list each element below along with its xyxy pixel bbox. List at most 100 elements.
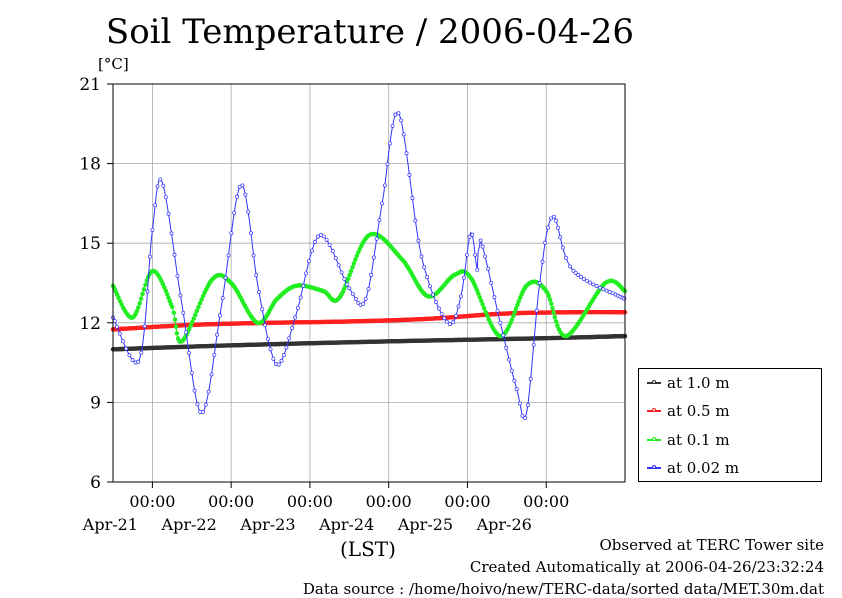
- data-point: [484, 313, 490, 318]
- data-point: [483, 309, 488, 315]
- data-point: [191, 316, 196, 321]
- data-point: [304, 271, 308, 276]
- data-point: [339, 270, 344, 275]
- data-point: [229, 231, 234, 236]
- data-point: [246, 209, 251, 214]
- x-tick-time-label: 00:00: [208, 492, 254, 511]
- data-point: [309, 248, 314, 253]
- data-point: [434, 300, 438, 304]
- data-point: [442, 316, 447, 321]
- data-point: [150, 227, 155, 232]
- data-point: [531, 342, 536, 347]
- data-point: [525, 403, 530, 407]
- data-point: [271, 356, 276, 361]
- data-point: [171, 310, 177, 315]
- data-point: [206, 389, 211, 394]
- x-tick-time-label: 00:00: [444, 492, 490, 511]
- data-point: [124, 346, 129, 351]
- axes: 6 9 12 15 18 21 00:00 Apr-21 00:00 Apr-22 00:00 Apr…: [79, 75, 569, 534]
- data-point: [556, 225, 560, 230]
- data-point: [451, 320, 456, 325]
- data-point: [158, 177, 163, 182]
- data-point: [374, 236, 379, 241]
- data-point: [483, 254, 488, 259]
- data-point: [223, 275, 228, 280]
- data-point: [436, 306, 441, 311]
- legend-item-1-0m: at 1.0 m: [647, 373, 730, 393]
- data-point: [350, 265, 355, 270]
- x-tick-date-label: Apr-26: [476, 515, 532, 534]
- legend-swatch-icon: [647, 437, 661, 441]
- x-tick-date-label: Apr-25: [397, 515, 453, 534]
- data-point: [324, 237, 329, 242]
- data-point: [215, 332, 220, 337]
- data-point: [478, 298, 484, 304]
- data-point: [172, 317, 178, 322]
- data-point: [193, 312, 198, 318]
- data-point: [369, 272, 374, 277]
- data-point: [192, 388, 197, 393]
- grid: [113, 84, 625, 482]
- data-point: [161, 183, 166, 188]
- data-point: [588, 280, 592, 285]
- data-point: [399, 118, 404, 123]
- data-point: [140, 291, 145, 297]
- data-point: [354, 253, 360, 259]
- data-point: [581, 276, 586, 281]
- data-point: [428, 284, 432, 289]
- legend-label: at 0.02 m: [667, 459, 740, 477]
- data-point: [145, 289, 150, 294]
- data-point: [513, 306, 519, 311]
- data-point: [382, 183, 387, 188]
- data-point: [458, 294, 463, 299]
- data-point: [470, 232, 475, 237]
- data-point: [313, 240, 317, 244]
- data-point: [153, 203, 158, 208]
- data-point: [552, 314, 558, 320]
- data-point: [555, 323, 560, 328]
- data-point: [298, 295, 303, 300]
- data-point: [509, 317, 515, 322]
- data-point: [543, 240, 548, 245]
- data-point: [169, 304, 175, 310]
- data-point: [249, 231, 253, 236]
- data-point: [243, 192, 248, 197]
- y-tick-label: 12: [79, 314, 101, 334]
- data-point: [138, 296, 144, 302]
- legend-label: at 1.0 m: [667, 374, 730, 392]
- data-point: [345, 276, 351, 281]
- data-point: [351, 261, 357, 266]
- data-point: [226, 253, 231, 258]
- y-tick-label: 15: [79, 234, 101, 254]
- x-tick-date-label: Apr-21: [82, 515, 138, 534]
- data-point: [425, 275, 430, 280]
- data-point: [139, 350, 144, 355]
- data-point: [257, 290, 261, 295]
- data-point: [549, 301, 554, 307]
- data-point: [512, 310, 517, 315]
- data-point: [155, 184, 160, 189]
- legend-item-0-02m: at 0.02 m: [647, 458, 739, 478]
- data-point: [345, 282, 349, 287]
- data-point: [511, 313, 516, 319]
- data-point: [404, 151, 409, 156]
- data-point: [287, 336, 292, 341]
- data-point: [178, 293, 183, 298]
- data-point: [147, 254, 152, 259]
- data-point: [553, 319, 559, 324]
- data-point: [196, 304, 201, 310]
- data-point: [290, 326, 295, 331]
- data-point: [209, 372, 214, 377]
- legend: at 1.0 m at 0.5 m at 0.1 m at 0.02 m: [638, 368, 822, 482]
- legend-item-0-1m: at 0.1 m: [647, 430, 730, 450]
- data-point: [189, 319, 195, 325]
- data-point: [545, 225, 550, 230]
- data-point: [390, 123, 395, 128]
- data-point: [136, 359, 141, 364]
- data-point: [333, 256, 338, 261]
- data-point: [431, 292, 435, 297]
- data-point: [387, 141, 392, 146]
- data-point: [546, 293, 552, 299]
- x-axis-unit-label: (LST): [340, 537, 396, 561]
- data-point: [517, 401, 522, 406]
